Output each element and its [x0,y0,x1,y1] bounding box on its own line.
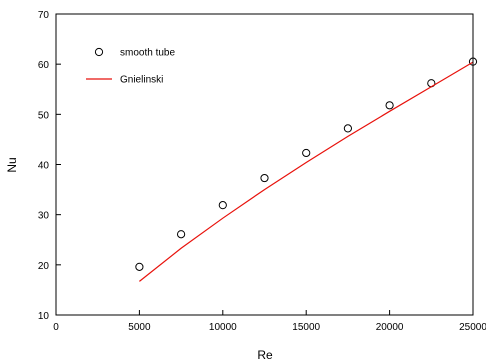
y-tick-label: 30 [38,211,50,222]
y-tick-label: 20 [38,261,50,272]
y-axis-label: Nu [5,157,19,172]
data-point-smooth-tube [385,101,394,110]
data-point-smooth-tube [135,262,144,271]
x-tick-label: 5000 [128,322,151,333]
legend-marker-swatch [94,47,104,57]
legend: smooth tube Gnielinski [86,48,175,86]
x-axis-label: Re [257,348,273,362]
y-tick-label: 50 [38,110,50,121]
series-line-gnielinski [139,61,474,282]
data-point-smooth-tube [260,173,269,183]
data-point-smooth-tube [218,201,227,210]
data-point-smooth-tube [177,230,186,239]
x-tick-label: 10000 [209,322,237,333]
x-tick-label: 20000 [376,322,404,333]
legend-label: smooth tube [120,48,175,59]
plot-frame [55,13,474,316]
y-tick-label: 10 [38,311,50,322]
data-point-smooth-tube [343,124,352,133]
x-tick-label: 0 [53,322,59,333]
legend-label: Gnielinski [120,75,163,86]
data-point-smooth-tube [302,148,311,158]
axes: 0 5000 10000 15000 20000 25000 10 20 30 40 50 60 70 [38,10,486,333]
x-tick-label: 15000 [292,322,320,333]
plot-area [135,57,478,282]
x-tick-label: 25000 [459,322,486,333]
y-tick-label: 60 [38,60,50,71]
y-tick-label: 70 [38,10,50,21]
y-tick-label: 40 [38,161,50,172]
